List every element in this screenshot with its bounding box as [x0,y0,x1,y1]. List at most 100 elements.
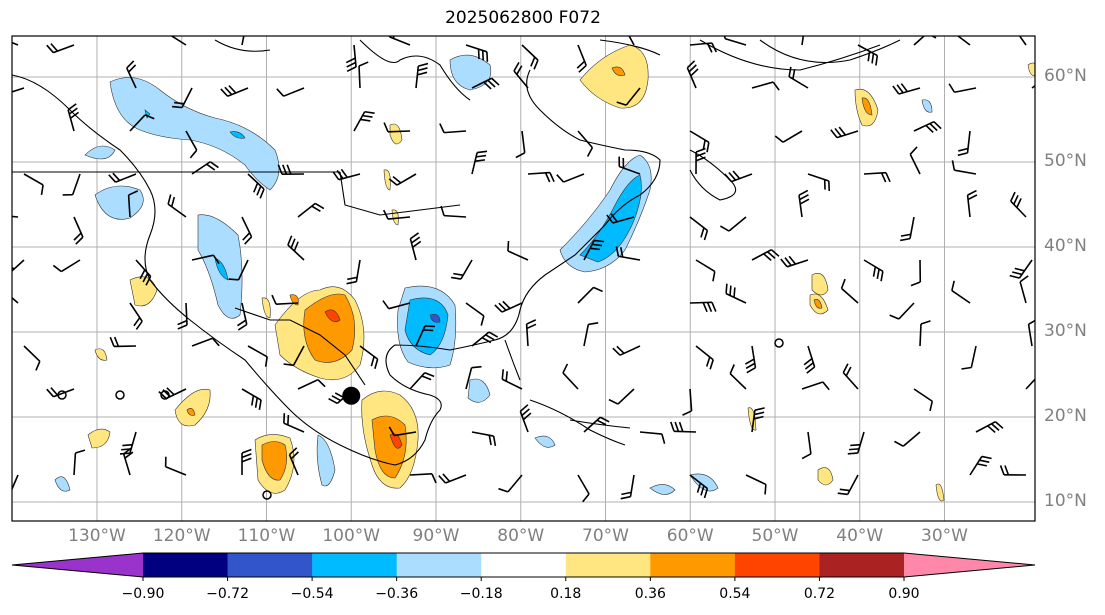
wind-barb [471,150,488,175]
wind-barb [241,448,252,476]
wind-barb [620,474,635,500]
wind-barb [438,473,467,484]
lat-label: 30°N [1044,321,1087,341]
shaded-anomalies [54,44,1035,502]
colorbar-tick-label: −0.36 [375,586,419,602]
wind-barb [465,365,482,390]
wind-barb [108,172,137,183]
wind-barb [52,259,81,273]
wind-barb [1018,36,1027,46]
colorbar-tick-label: −0.54 [290,586,334,602]
wind-barb [167,194,187,218]
wind-barb [409,371,435,390]
lat-label: 20°N [1044,406,1087,426]
wind-barb [1009,259,1033,279]
wind-barb [798,189,810,218]
wind-barb [471,77,500,90]
wind-barb [382,300,411,310]
wind-barb [288,447,299,476]
wind-barb [129,114,155,132]
lat-label: 40°N [1044,236,1087,256]
wind-barb [46,43,75,54]
wind-barb [788,66,809,89]
wind-barb [801,431,812,460]
wind-barb [723,36,747,46]
colorbar-tick-label: −0.18 [459,586,503,602]
wind-barb [577,286,603,304]
wind-barb [388,36,411,46]
wind-barb [616,87,641,106]
wind-barb [527,171,555,183]
wind-barb [1010,191,1027,218]
wind-barb [892,83,921,95]
wind-barb [948,83,977,94]
wind-barb [719,216,747,232]
wind-barb [170,36,187,46]
colorbar-tick-label: 0.18 [550,586,582,602]
wind-barb [109,336,137,348]
wind-barb [913,120,942,133]
wind-barb [73,449,86,476]
wind-barb [171,87,193,109]
colorbar-segment [650,553,736,577]
wind-barb [271,294,299,305]
wind-barb [220,85,249,97]
lon-label: 110°W [237,526,296,546]
wind-barb [276,87,305,97]
wind-barb [519,404,532,433]
wind-barb [857,44,879,66]
colorbar-segment [734,553,820,577]
wind-barb [465,44,489,62]
wind-barb [498,474,523,493]
wind-barb [745,345,757,374]
wind-barb [358,61,369,89]
wind-barb [191,337,220,347]
lat-label: 50°N [1044,151,1087,171]
wind-barb [297,378,326,390]
wind-barb [840,278,859,304]
map-title: 2025062800 F072 [445,8,601,28]
wind-barb [999,465,1027,476]
wind-barb [177,302,188,330]
wind-barb [247,173,265,199]
wind-barb [236,302,248,331]
wind-barb [639,431,666,444]
calm-circles [57,338,784,500]
colorbar-extend-high [904,553,1035,577]
wind-barb [745,474,767,495]
colorbar-segment [227,553,313,577]
wind-barb [889,302,915,320]
wind-barb [415,62,429,89]
wind-barb [191,161,219,175]
lon-label: 30°W [921,526,968,546]
lon-label: 100°W [322,526,381,546]
wind-barb [12,87,25,93]
wind-barb [185,130,198,159]
wind-barb [900,216,915,242]
wind-barb [127,190,139,218]
wind-barb [576,44,587,73]
lat-label: 10°N [1044,491,1087,511]
wind-barb [837,474,859,496]
wind-barb [191,254,220,264]
wind-barb [277,164,305,175]
wind-barb [135,259,152,286]
wind-barb [513,61,529,89]
wind-barb [618,156,641,175]
wind-barbs [12,36,1035,503]
wind-barb [328,388,355,405]
wind-barb [913,36,937,46]
wind-barb [695,147,706,175]
wind-barb [608,388,635,405]
wind-barb [969,455,992,476]
wind-barb [241,388,262,411]
wind-barb [628,36,635,46]
wind-barb [909,146,921,175]
wind-barb [12,474,19,491]
wind-barb [12,296,19,304]
lon-label: 70°W [582,526,629,546]
wind-barb [409,232,422,261]
wind-barb [801,381,830,391]
lon-label: 90°W [412,526,460,546]
wind-barb [353,110,375,132]
